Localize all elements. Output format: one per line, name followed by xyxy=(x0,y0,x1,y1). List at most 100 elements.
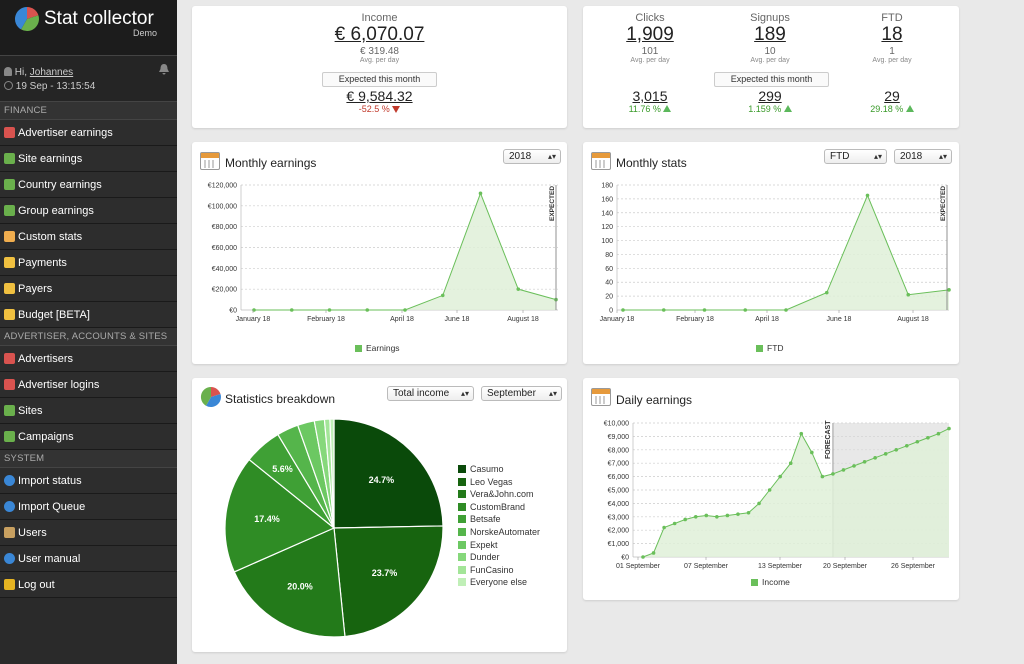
income-avg-label: Avg. per day xyxy=(359,57,400,64)
monthly-earnings-title: Monthly earnings xyxy=(225,156,317,170)
y-tick-label: 0 xyxy=(609,308,613,315)
legend-label: NorskeAutomater xyxy=(470,527,541,537)
pie-legend-item[interactable]: NorskeAutomater xyxy=(458,526,541,538)
data-point xyxy=(873,456,877,460)
pie-legend-item[interactable]: Expekt xyxy=(458,539,498,551)
pie-legend-item[interactable]: Dunder xyxy=(458,551,500,563)
income-value[interactable]: € 6,070.07 xyxy=(334,24,425,45)
metric-select[interactable]: FTD ▴▾ xyxy=(824,149,887,164)
data-point xyxy=(936,431,941,436)
pie-slice xyxy=(329,418,335,529)
measure-select[interactable]: Total income ▴▾ xyxy=(387,386,474,401)
legend-label: Everyone else xyxy=(470,577,528,588)
pie-legend-item[interactable]: Casumo xyxy=(458,463,504,475)
legend-label: Earnings xyxy=(366,343,400,353)
legend-swatch xyxy=(756,345,763,352)
y-tick-label: €6,000 xyxy=(608,474,630,481)
pie-legend-item[interactable]: Leo Vegas xyxy=(458,476,513,488)
data-point xyxy=(289,308,294,312)
y-tick-label: 180 xyxy=(601,183,613,190)
nav-item-icon xyxy=(4,379,15,390)
pie-legend-item[interactable]: Vera&John.com xyxy=(458,488,534,500)
count-value[interactable]: 1,909 xyxy=(626,24,674,45)
monthly-earnings-card: Monthly earnings 2018 ▴▾ €0 €20,000 €40,000… xyxy=(192,142,567,364)
count-avg: 1 xyxy=(889,46,895,57)
nav-item-sites[interactable]: Sites xyxy=(0,398,177,424)
nav-item-log-out[interactable]: Log out xyxy=(0,572,177,598)
nav-item-advertiser-logins[interactable]: Advertiser logins xyxy=(0,372,177,398)
pie-legend-item[interactable]: Betsafe xyxy=(458,513,501,525)
nav-item-user-manual[interactable]: User manual xyxy=(0,546,177,572)
data-point xyxy=(865,193,870,198)
monthly-stats-title: Monthly stats xyxy=(616,156,687,170)
pie-legend-item[interactable]: Everyone else xyxy=(458,576,528,588)
pie-legend-item[interactable]: FunCasino xyxy=(458,564,514,576)
year-select[interactable]: 2018 ▴▾ xyxy=(503,149,561,164)
username-link[interactable]: Johannes xyxy=(29,67,74,78)
income-expected: € 9,584.32 -52.5 % xyxy=(192,88,567,114)
count-expected: 299 1.159 % xyxy=(720,88,820,114)
legend-swatch xyxy=(458,502,466,511)
nav-item-group-earnings[interactable]: Group earnings xyxy=(0,198,177,224)
pie-data-label: 24.7% xyxy=(369,475,395,485)
legend-label: FunCasino xyxy=(470,564,514,575)
select-arrows-icon: ▴▾ xyxy=(547,152,556,161)
nav-item-icon xyxy=(4,309,15,320)
y-tick-label: €80,000 xyxy=(212,224,237,231)
nav-item-label: Site earnings xyxy=(18,153,83,165)
nav-item-users[interactable]: Users xyxy=(0,520,177,546)
pie-slice xyxy=(333,525,444,638)
expected-button[interactable]: Expected this month xyxy=(322,72,437,87)
data-point xyxy=(641,555,645,559)
calendar-icon xyxy=(591,388,611,406)
data-point xyxy=(365,308,370,312)
nav-item-custom-stats[interactable]: Custom stats xyxy=(0,224,177,250)
y-tick-label: €4,000 xyxy=(608,501,630,508)
count-value[interactable]: 18 xyxy=(881,24,903,45)
nav-item-import-status[interactable]: Import status xyxy=(0,468,177,494)
nav-item-label: Custom stats xyxy=(18,231,83,243)
y-tick-label: 120 xyxy=(601,224,613,231)
nav-item-icon xyxy=(4,527,15,538)
nav-item-icon xyxy=(4,231,15,242)
year-select[interactable]: 2018 ▴▾ xyxy=(894,149,952,164)
nav-item-advertiser-earnings[interactable]: Advertiser earnings xyxy=(0,120,177,146)
nav-item-label: Import status xyxy=(18,475,82,487)
month-select[interactable]: September ▴▾ xyxy=(481,386,562,401)
data-point xyxy=(841,468,846,472)
nav-item-site-earnings[interactable]: Site earnings xyxy=(0,146,177,172)
y-tick-label: €7,000 xyxy=(608,461,630,468)
area-fill xyxy=(643,428,949,557)
y-tick-label: 80 xyxy=(605,252,613,259)
data-point xyxy=(683,517,688,522)
breakdown-pie-chart: 24.7% 23.7% 20.0% 17.4% 5.6% xyxy=(224,418,444,638)
count-change: 11.76 % xyxy=(628,104,661,114)
data-point xyxy=(788,461,793,465)
nav-item-advertisers[interactable]: Advertisers xyxy=(0,346,177,372)
nav-item-import-queue[interactable]: Import Queue xyxy=(0,494,177,520)
nav-item-payers[interactable]: Payers xyxy=(0,276,177,302)
nav-item-payments[interactable]: Payments xyxy=(0,250,177,276)
data-point xyxy=(651,551,656,555)
bell-icon[interactable] xyxy=(159,64,169,75)
nav-item-label: Users xyxy=(18,527,47,539)
daily-earnings-chart: €0 €1,000 €2,000 €3,000 €4,000 €5,000 €6,000 €7… xyxy=(604,420,951,587)
pie-slice xyxy=(224,458,336,573)
forecast-label: FORECAST xyxy=(825,420,832,459)
daily-earnings-title: Daily earnings xyxy=(616,393,693,407)
nav-item-campaigns[interactable]: Campaigns xyxy=(0,424,177,450)
data-point xyxy=(672,521,677,526)
income-avg: € 319.48 xyxy=(360,46,399,57)
x-tick-label: 07 September xyxy=(684,563,729,570)
data-point xyxy=(820,474,825,479)
nav-item-icon xyxy=(4,153,15,164)
count-avg: 10 xyxy=(764,46,776,57)
nav-item-budget-beta[interactable]: Budget [BETA] xyxy=(0,302,177,328)
pie-legend-item[interactable]: CustomBrand xyxy=(458,501,525,513)
count-value[interactable]: 189 xyxy=(754,24,786,45)
expected-button-counts[interactable]: Expected this month xyxy=(714,72,829,87)
y-tick-label: 40 xyxy=(605,280,613,287)
app-logo[interactable]: Stat collector Demo xyxy=(0,0,177,56)
legend-swatch xyxy=(458,540,466,549)
nav-item-country-earnings[interactable]: Country earnings xyxy=(0,172,177,198)
